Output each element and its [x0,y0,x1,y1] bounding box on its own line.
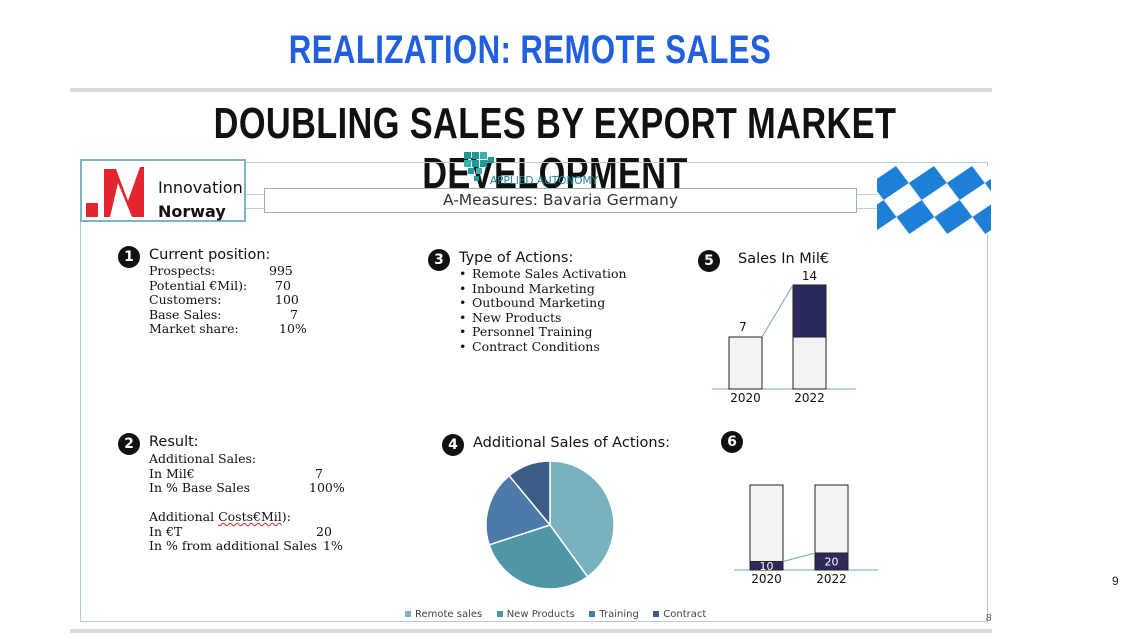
applied-autonomy-logo-icon [464,152,494,181]
legend-item: Remote sales [405,609,482,620]
legend-swatch [405,611,411,617]
title-divider [70,88,992,92]
data-label: 14 [802,269,817,283]
slide-subtitle: DOUBLING SALES BY EXPORT MARKET DEVELOPM… [213,99,897,198]
actions-list: Remote Sales Activation Inbound Marketin… [459,266,627,355]
section-badge-2: 2 [118,433,140,455]
bar-segment [749,484,784,562]
connector-line [761,284,794,338]
x-tick-label: 2020 [751,572,782,586]
section6-bar-chart: 2020 2022 10 20 [734,484,878,586]
pie-slice [485,474,552,546]
section1-title: Current position: [149,247,271,263]
legend-swatch [589,611,596,617]
legend-swatch [496,611,503,617]
row-value: 10% [279,321,307,337]
legend-swatch [653,611,660,617]
section5-title: Sales In Mil€ [738,251,830,267]
row-value: 7 [315,465,323,481]
row-label: Base Sales: [149,306,222,322]
bar-segment [814,484,849,554]
data-label: 10 [760,560,774,573]
innovation-norway-mark-icon [86,167,144,217]
list-item: Remote Sales Activation [459,266,627,282]
section-badge-5: 5 [698,250,720,272]
header-connector [246,194,264,195]
content-frame [80,162,988,622]
list-item: Contract Conditions [459,339,627,355]
pie-slice [508,460,551,528]
legend-item: New Products [496,609,575,620]
row-label: In % from additional Sales [149,538,318,554]
row-value: 7 [290,306,298,322]
bottom-divider [70,629,992,633]
section2-title: Result: [149,434,199,450]
row-value: 100 [275,292,299,308]
section3-title: Type of Actions: [459,250,574,266]
result-heading: Additional Sales: [149,451,257,466]
row-value: 20 [316,523,332,539]
connector-line [782,552,816,562]
section4-title: Additional Sales of Actions: [473,435,671,451]
row-value: 995 [269,263,293,278]
row-value: 100% [309,480,345,496]
row-label: Customers: [149,292,222,308]
inner-page-number: 8 [986,613,992,624]
header-connector [857,208,877,209]
list-item: Outbound Marketing [459,296,627,311]
section-badge-1: 1 [118,246,140,268]
list-item: Inbound Marketing [459,281,627,297]
bavaria-flag-icon [877,166,991,234]
logo-line2: Norway [158,202,226,221]
row-label: Potential €Mil): [149,277,248,293]
pie-legend: Remote sales New Products Training Contr… [405,604,706,622]
list-item: Personnel Training [459,325,627,340]
row-label: Prospects: [149,263,216,278]
section-badge-6: 6 [721,431,743,453]
legend-item: Training [589,609,639,620]
row-label: In €T [149,523,183,539]
bar-segment [792,284,827,338]
slide-title: REALIZATION: REMOTE SALES [288,28,772,72]
section-badge-4: 4 [442,434,464,456]
legend-item: Contract [653,609,706,620]
page-number: 9 [1112,574,1119,588]
pie-slice [488,524,589,590]
bar-segment [792,336,827,390]
data-label: 7 [739,320,747,334]
list-item: New Products [459,310,627,326]
row-label: In Mil€ [149,465,195,481]
row-label: Market share: [149,321,239,337]
row-value: 70 [275,277,291,293]
result-heading: Additional Costs€Mil): [149,509,291,524]
logo-line1: Innovation [158,178,243,197]
bar-segment [728,336,763,390]
x-tick-label: 2022 [794,391,825,405]
row-label: In % Base Sales [149,480,251,496]
brand-name: APPLIED AUTONOMY [490,175,598,187]
header-connector [857,194,877,195]
header-connector [246,208,264,209]
row-value: 1% [323,538,343,554]
sales-bar-chart: 2020 2022 7 14 [712,269,856,405]
pie-slice [549,460,615,578]
innovation-norway-logo: Innovation Norway [80,159,246,222]
data-label: 20 [825,556,839,569]
measures-title: A-Measures: Bavaria Germany [264,188,857,213]
additional-sales-pie-chart [485,460,615,590]
x-tick-label: 2022 [816,572,847,586]
section-badge-3: 3 [428,249,450,271]
x-tick-label: 2020 [730,391,761,405]
